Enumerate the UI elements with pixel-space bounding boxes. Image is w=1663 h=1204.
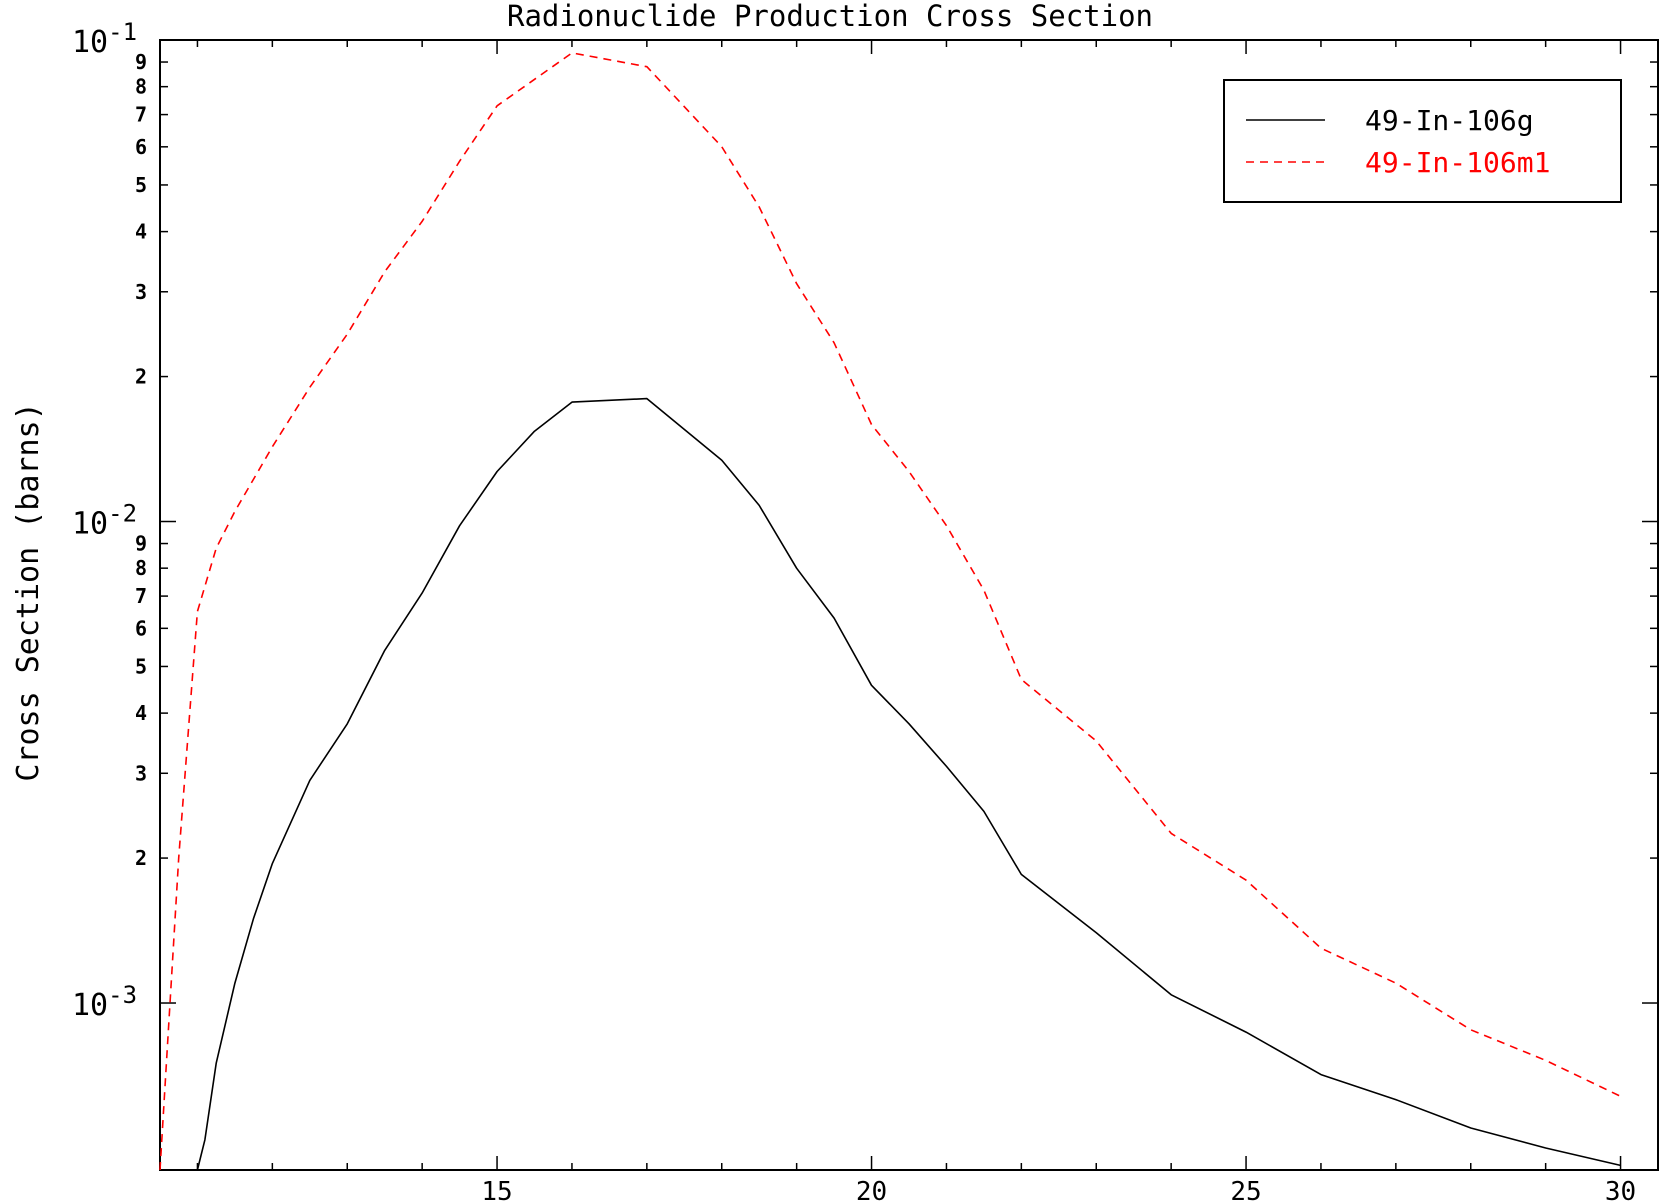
y-minor-label: 8	[135, 75, 147, 99]
x-tick-label: 15	[481, 1177, 512, 1204]
y-minor-label: 5	[135, 654, 147, 678]
y-minor-label: 9	[135, 532, 147, 556]
y-minor-label: 3	[135, 280, 147, 304]
legend-box	[1223, 79, 1622, 203]
y-minor-label: 3	[135, 761, 147, 785]
legend-label-1: 49-In-106m1	[1365, 146, 1550, 179]
y-decade-label: 10-1	[72, 18, 137, 60]
series-line-1	[159, 52, 1621, 1171]
series-line-0	[196, 397, 1621, 1171]
y-decade-label: 10-3	[72, 981, 137, 1023]
y-minor-label: 6	[135, 616, 147, 640]
y-minor-label: 8	[135, 556, 147, 580]
y-minor-label: 2	[135, 846, 147, 870]
y-minor-label: 4	[135, 701, 147, 725]
chart-title: Radionuclide Production Cross Section	[507, 0, 1153, 33]
y-minor-label: 7	[135, 103, 147, 127]
y-minor-label: 4	[135, 220, 147, 244]
y-minor-label: 9	[135, 50, 147, 74]
legend-label-0: 49-In-106g	[1365, 104, 1534, 137]
y-decade-label: 10-2	[72, 500, 137, 542]
y-minor-label: 2	[135, 365, 147, 389]
y-axis-label: Cross Section (barns)	[11, 402, 46, 781]
x-tick-label: 20	[856, 1177, 887, 1204]
x-tick-label: 30	[1605, 1177, 1636, 1204]
legend: 49-In-106g 49-In-106m1	[1223, 79, 1622, 203]
y-minor-label: 5	[135, 173, 147, 197]
y-minor-label: 7	[135, 584, 147, 608]
plot-frame	[159, 39, 1659, 1171]
y-minor-label: 6	[135, 135, 147, 159]
series-layer	[159, 52, 1621, 1171]
ticks-layer	[160, 39, 1658, 1170]
x-tick-label: 25	[1230, 1177, 1261, 1204]
